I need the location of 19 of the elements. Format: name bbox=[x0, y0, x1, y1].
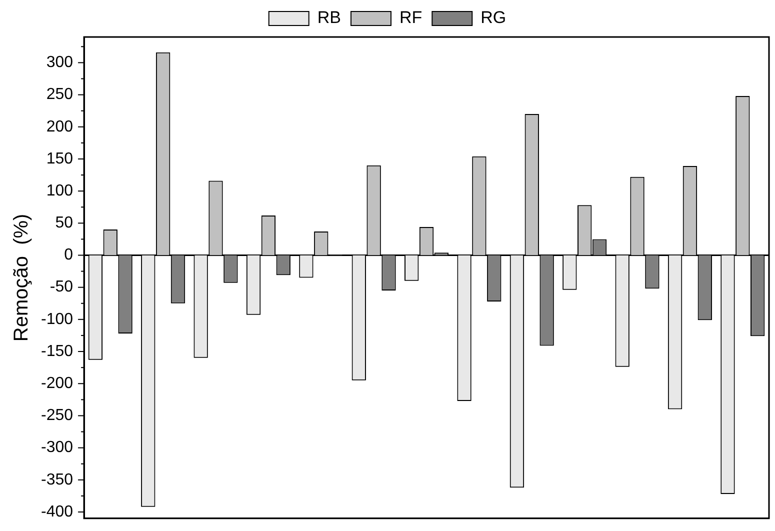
y-tick-label: -100 bbox=[40, 310, 74, 328]
legend-label: RB bbox=[317, 8, 341, 28]
y-tick-label: 50 bbox=[55, 214, 74, 232]
y-tick-label: 150 bbox=[46, 150, 74, 168]
y-tick-label: 250 bbox=[46, 86, 74, 104]
y-tick-label: -300 bbox=[40, 439, 74, 456]
y-tick-label: 300 bbox=[46, 54, 74, 72]
y-tick-label: -250 bbox=[40, 407, 74, 424]
y-tick-label: -50 bbox=[50, 278, 74, 296]
y-tick-label: -200 bbox=[40, 375, 74, 392]
legend-label: RF bbox=[399, 8, 422, 28]
legend-label: RG bbox=[480, 8, 506, 28]
y-tick-label: -150 bbox=[40, 342, 74, 360]
y-tick-label: 100 bbox=[46, 182, 74, 200]
y-tick-label: 0 bbox=[64, 246, 74, 264]
y-axis-title: Remoção (%) bbox=[10, 214, 33, 342]
y-tick-label: 200 bbox=[46, 118, 74, 136]
y-tick-label: -400 bbox=[40, 503, 74, 520]
y-tick-label: -350 bbox=[40, 471, 74, 488]
